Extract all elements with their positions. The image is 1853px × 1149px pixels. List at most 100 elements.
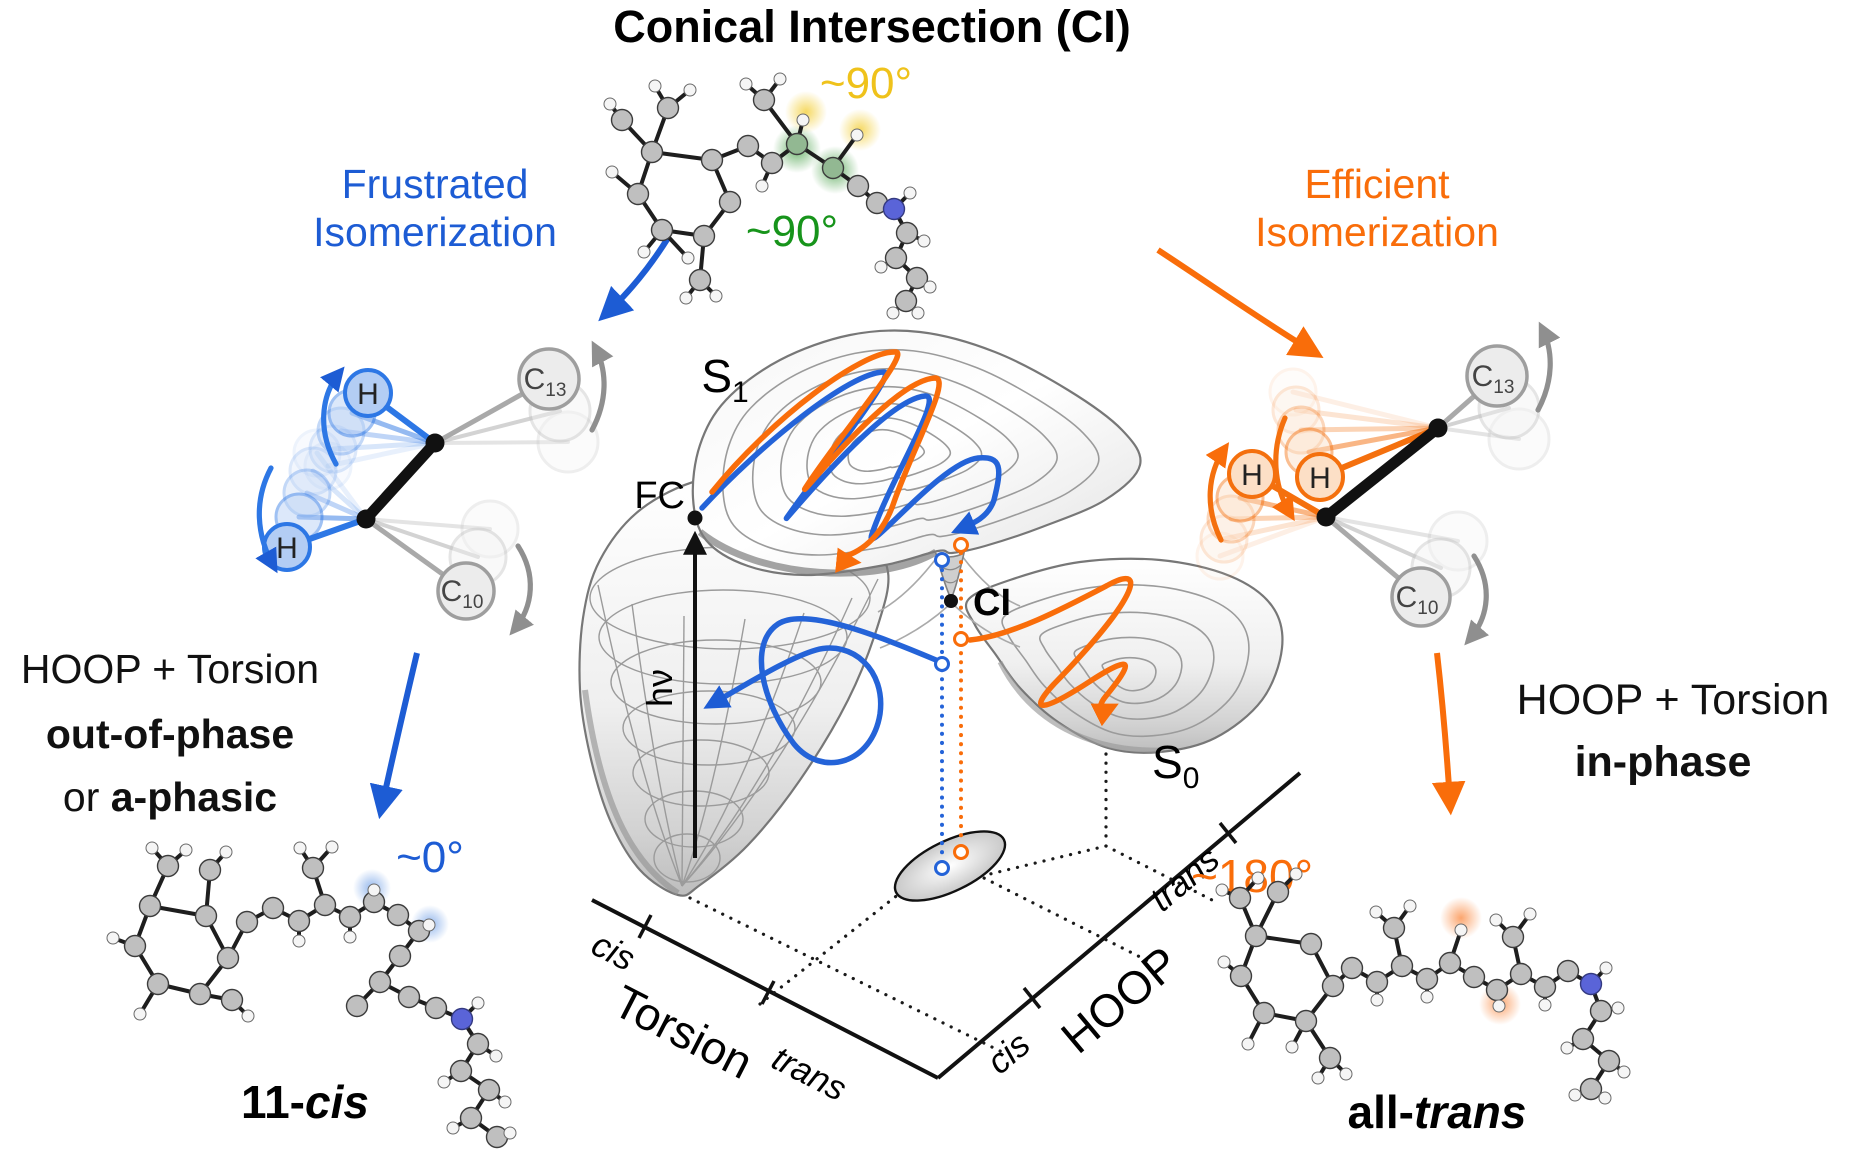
h-atom-label: H [276, 532, 298, 565]
svg-text:Isomerization: Isomerization [313, 209, 557, 255]
orange-trajectory-s0 [967, 575, 1134, 727]
atom-C [424, 996, 448, 1020]
bond-carbon-dot [425, 433, 445, 453]
s0-left-band [610, 639, 822, 725]
bond-fan-line [325, 440, 438, 469]
atom-C [1228, 886, 1252, 910]
bond-fan-line [1290, 389, 1441, 431]
atom-H [1617, 1065, 1631, 1079]
s0-right-lip [997, 660, 1163, 753]
s0-right-contour [1073, 636, 1183, 705]
s0-right-bowl [964, 557, 1284, 754]
atom-C [156, 854, 180, 878]
motion-ghost [1199, 514, 1249, 564]
bond-fan-line [1298, 425, 1441, 433]
frustrated-branch-arrow [598, 236, 671, 322]
atom-H [1568, 1088, 1582, 1102]
atom-C [1533, 975, 1557, 999]
atom-H [739, 77, 753, 91]
c-atom-circle [1465, 344, 1529, 408]
bond-fan-line [304, 490, 369, 522]
svg-text:Isomerization: Isomerization [1255, 209, 1499, 255]
left-outcome-arrow [369, 652, 420, 820]
motion-arrow [1272, 415, 1295, 522]
atom-C [386, 903, 410, 927]
bond-fan-line [1217, 514, 1329, 559]
atom-H [1370, 993, 1384, 1007]
atom-C [610, 108, 634, 132]
svg-text:HOOP + Torsion: HOOP + Torsion [1517, 676, 1830, 724]
motion-arrow [255, 465, 278, 574]
atom-H [1599, 961, 1613, 975]
s1-contour [751, 367, 1058, 536]
atom-C [688, 268, 712, 292]
atom-H [1523, 907, 1537, 921]
atom-C [138, 894, 162, 918]
ci-ground-shadow [893, 830, 1007, 902]
s1-contour [721, 348, 1100, 556]
atom-C [846, 174, 870, 198]
atom-C [449, 1059, 473, 1083]
c-atom-circle [1390, 566, 1452, 628]
atom-H [471, 996, 485, 1010]
torsion-trans-label: trans [766, 1039, 853, 1109]
atom-G [785, 132, 809, 156]
s0-left-lip [582, 689, 680, 896]
s0-left-band [653, 833, 721, 883]
atom-C [626, 182, 650, 206]
atom-C [123, 934, 147, 958]
bond-fan-line [1293, 407, 1441, 431]
atom-H [648, 79, 662, 93]
hoop-axis-line [936, 771, 1302, 1080]
efficient-branch-arrow [1156, 247, 1324, 358]
atom-H [1215, 883, 1229, 897]
atom-C [485, 1125, 509, 1149]
atom-C [345, 994, 369, 1018]
atom-C [188, 982, 212, 1006]
atom-H [179, 843, 193, 857]
angle-green-label: ~90° [746, 207, 838, 256]
angle-yellow-label: ~90° [820, 59, 912, 108]
atom-C [1266, 880, 1290, 904]
atom-H [1241, 1037, 1255, 1051]
c-atom-label: C13 [1472, 360, 1515, 398]
highlight-glow [785, 91, 827, 133]
atom-H [422, 918, 436, 932]
c-atom-label: C10 [1396, 581, 1439, 619]
svg-text:in-phase: in-phase [1575, 738, 1752, 786]
efficient-label: Efficient Isomerization [1255, 161, 1499, 255]
atom-H [219, 845, 233, 859]
atom-H [1454, 923, 1468, 937]
motion-ghost [536, 410, 600, 474]
atom-H [874, 260, 888, 274]
c-atom-circle [436, 561, 496, 621]
atom-H [241, 1009, 255, 1023]
atom-H [1598, 1091, 1612, 1105]
bond-fan-line [310, 468, 369, 522]
product-alltrans-label: all-trans [1348, 1086, 1527, 1138]
s0-label: S0 [1152, 736, 1199, 795]
atom-H [343, 930, 357, 944]
atom-C [884, 246, 908, 270]
motion-ghost [1268, 367, 1318, 417]
motion-arrow [589, 340, 614, 433]
atom-H [1538, 998, 1552, 1012]
c-atom-label: C13 [524, 363, 567, 401]
frustrated-hoop-schematic: H H C13 C10 [255, 340, 614, 636]
atom-H [605, 165, 619, 179]
bond-carbon-dot [1428, 418, 1448, 438]
atom-H [1217, 955, 1231, 969]
hoop-axis-label: HOOP [1051, 936, 1188, 1063]
atom-C [895, 221, 919, 245]
atom-H [796, 113, 810, 127]
atom-C [692, 224, 716, 248]
atom-C [1571, 1027, 1595, 1051]
fc-label: FC [634, 475, 685, 517]
atom-C [477, 1078, 501, 1102]
atom-H [1420, 990, 1434, 1004]
h-atom-circle [343, 368, 393, 418]
s0-left-rib [681, 615, 685, 887]
atom-N [1579, 972, 1603, 996]
atom-H [1311, 1071, 1325, 1085]
atom-C [760, 151, 784, 175]
